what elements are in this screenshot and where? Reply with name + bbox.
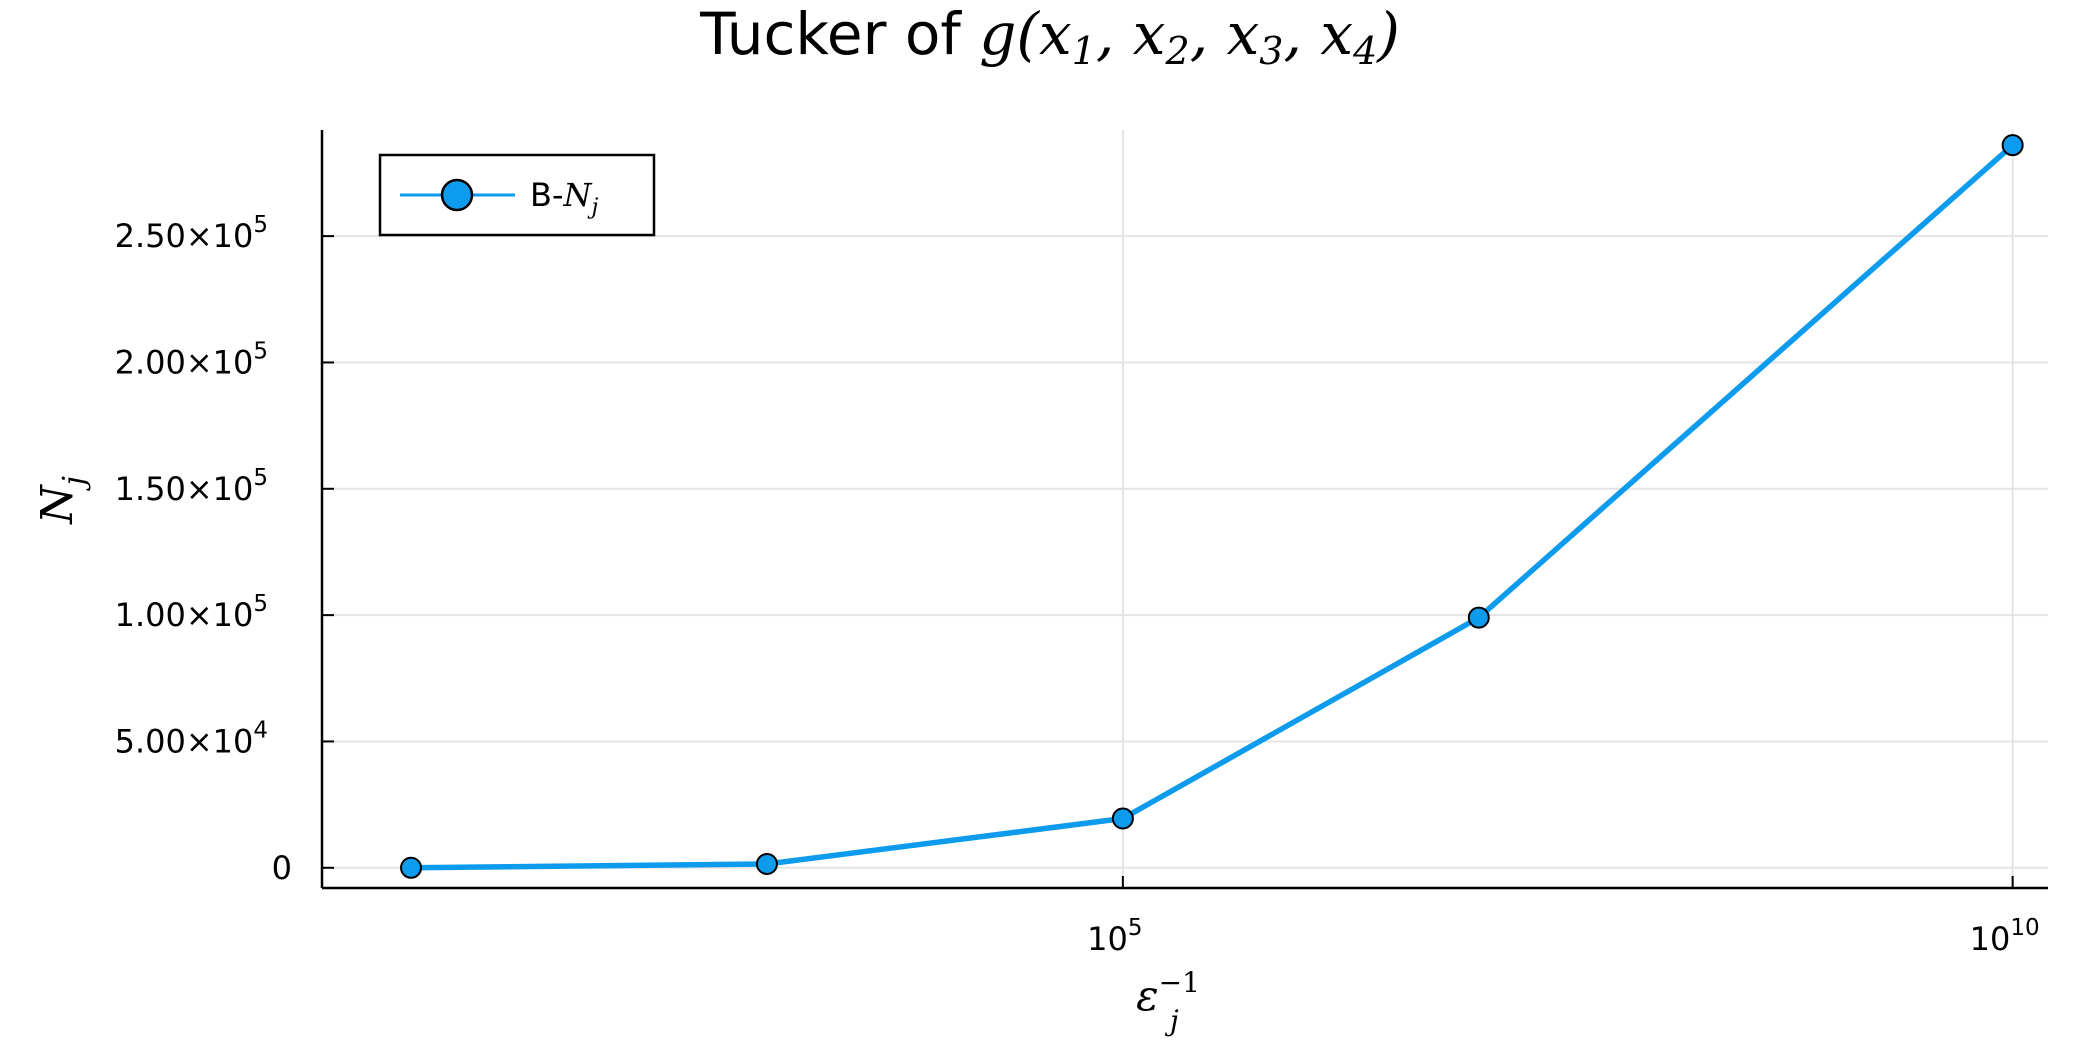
- axes: [320, 130, 2048, 890]
- legend: B-Nj: [378, 153, 656, 237]
- chart-title-sub-2: 2: [1165, 29, 1190, 73]
- chart-title-sep-2: ,: [1190, 0, 1227, 68]
- x-tick-labels: 105 1010: [1087, 915, 2039, 958]
- chart-title-sub-3: 3: [1259, 29, 1283, 73]
- chart-title-text: Tucker of: [699, 0, 979, 68]
- chart-title-var-2: x: [1133, 0, 1166, 68]
- data-point-4: [2001, 134, 2024, 157]
- chart-title-close: ): [1375, 0, 1400, 68]
- chart-title-var-1: x: [1039, 0, 1072, 68]
- y-tick-label-4: 2.00×105: [115, 338, 268, 381]
- data-point-2: [1111, 807, 1134, 830]
- grid: [322, 130, 2048, 888]
- x-tick-label-0: 105: [1087, 915, 1142, 958]
- chart-title-open: (: [1016, 0, 1040, 68]
- data-point-0: [400, 856, 423, 879]
- x-axis-label-sub: j: [1164, 1004, 1179, 1037]
- series-line-0: [411, 143, 2015, 871]
- data-point-3: [1467, 606, 1490, 629]
- chart-title-sep-3: ,: [1283, 0, 1320, 68]
- legend-label-base: N: [563, 176, 593, 214]
- chart-title-fn: g: [979, 0, 1016, 68]
- legend-label: B-Nj: [530, 176, 599, 220]
- y-tick-label-3: 1.50×105: [115, 465, 268, 508]
- chart-title-sub-4: 4: [1352, 29, 1377, 73]
- data-point-1: [755, 852, 778, 875]
- y-axis-label-base: N: [32, 484, 83, 525]
- chart-title-var-4: x: [1320, 0, 1353, 68]
- y-tick-label-1: 5.00×104: [115, 717, 268, 760]
- x-axis-label-sup: −1: [1159, 966, 1200, 999]
- chart-title-sub-1: 1: [1072, 29, 1096, 73]
- y-tick-label-0: 0: [272, 849, 292, 887]
- y-tick-labels: 0 5.00×104 1.00×105 1.50×105 2.00×105 2.50×10…: [115, 212, 292, 887]
- x-axis-label-base: ε: [1136, 971, 1159, 1020]
- chart-title-sep-1: ,: [1096, 0, 1133, 68]
- x-tick-label-1: 1010: [1970, 915, 2040, 958]
- y-tick-label-5: 2.50×105: [115, 212, 268, 255]
- y-tick-label-2: 1.00×105: [115, 591, 268, 634]
- y-axis-label: Nj: [32, 476, 92, 525]
- x-axis-label: ε−1: [1136, 966, 1200, 1020]
- series-group: [400, 134, 2024, 879]
- chart-title: Tucker of g(x1, x2, x3, x4): [699, 0, 1400, 73]
- legend-marker: [440, 178, 474, 212]
- legend-label-prefix: B-: [530, 176, 564, 214]
- chart-title-var-3: x: [1227, 0, 1260, 68]
